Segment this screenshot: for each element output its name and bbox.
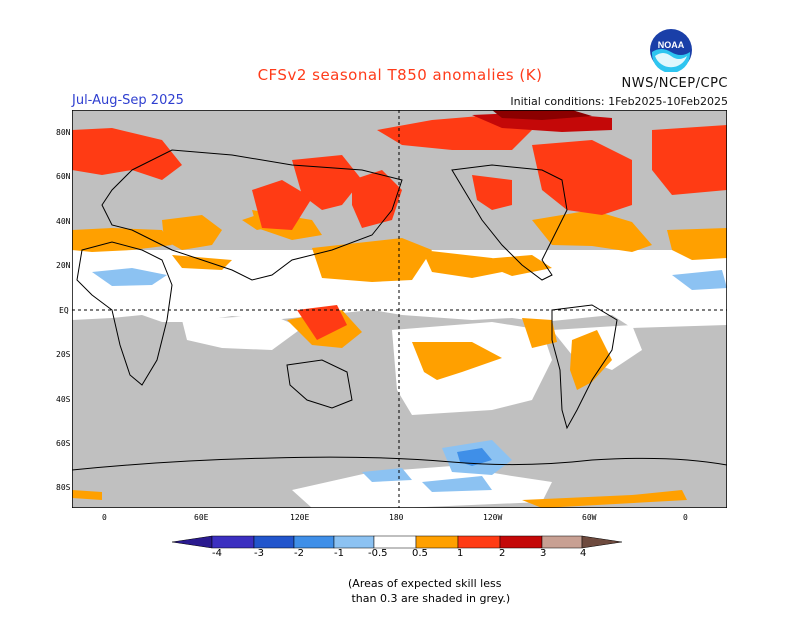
lon-label-120e: 120E	[290, 513, 310, 522]
colorbar-label-neg4: -4	[212, 548, 222, 559]
colorbar-2-3	[499, 535, 543, 549]
lon-label-60w: 60W	[582, 513, 597, 522]
lat-label-80s: 80S	[56, 483, 71, 492]
season-label: Jul-Aug-Sep 2025	[72, 93, 184, 108]
colorbar-neg2-neg1	[293, 535, 335, 549]
skill-note: (Areas of expected skill less than 0.3 a…	[348, 577, 511, 605]
colorbar-label-neg3: -3	[254, 548, 264, 559]
colorbar-1-2	[457, 535, 501, 549]
lon-label-0-east: 0	[683, 513, 688, 522]
maroon-anomaly-regions	[492, 110, 592, 120]
red-anomaly-regions	[72, 115, 727, 340]
colorbar-neg4-neg3	[211, 535, 255, 549]
white-region-antarctic	[292, 466, 552, 508]
colorbar-label-3: 3	[540, 548, 547, 559]
colorbar-label-1: 1	[457, 548, 464, 559]
svg-text:NOAA: NOAA	[658, 40, 685, 50]
colorbar-label-neg2: -2	[294, 548, 304, 559]
lat-label-60n: 60N	[56, 172, 71, 181]
colorbar-label-neg05: -0.5	[368, 548, 388, 559]
lat-label-20s: 20S	[56, 350, 71, 359]
lon-label-180: 180	[389, 513, 404, 522]
colorbar-gt-4	[581, 535, 623, 549]
colorbar-label-neg1: -1	[334, 548, 344, 559]
lat-label-20n: 20N	[56, 261, 71, 270]
coastlines	[72, 149, 727, 471]
lat-label-80n: 80N	[56, 128, 71, 137]
colorbar-label-4: 4	[580, 548, 587, 559]
colorbar-neg3-neg2	[253, 535, 295, 549]
colorbar-05-1	[415, 535, 459, 549]
lat-label-eq: EQ	[59, 306, 69, 315]
lat-label-40n: 40N	[56, 217, 71, 226]
blue-anomaly-regions	[457, 448, 492, 466]
lon-label-120w: 120W	[483, 513, 503, 522]
lat-label-40s: 40S	[56, 395, 71, 404]
noaa-logo-icon: NOAA	[650, 29, 692, 72]
lon-label-60e: 60E	[194, 513, 209, 522]
initial-conditions-label: Initial conditions: 1Feb2025-10Feb2025	[510, 95, 728, 108]
colorbar-3-4	[541, 535, 583, 549]
colorbar	[172, 535, 623, 549]
white-region-indian	[182, 315, 302, 350]
colorbar-label-05: 0.5	[412, 548, 428, 559]
map-title: CFSv2 seasonal T850 anomalies (K)	[257, 66, 543, 84]
colorbar-neg1-neg05	[333, 535, 375, 549]
anomaly-map	[72, 110, 727, 508]
colorbar-neutral	[373, 535, 417, 549]
colorbar-label-2: 2	[499, 548, 506, 559]
lat-label-60s: 60S	[56, 439, 71, 448]
agency-label: NWS/NCEP/CPC	[621, 76, 728, 91]
equator-and-dateline	[72, 110, 727, 508]
lon-label-0: 0	[102, 513, 107, 522]
colorbar-lt-neg4	[172, 535, 213, 549]
